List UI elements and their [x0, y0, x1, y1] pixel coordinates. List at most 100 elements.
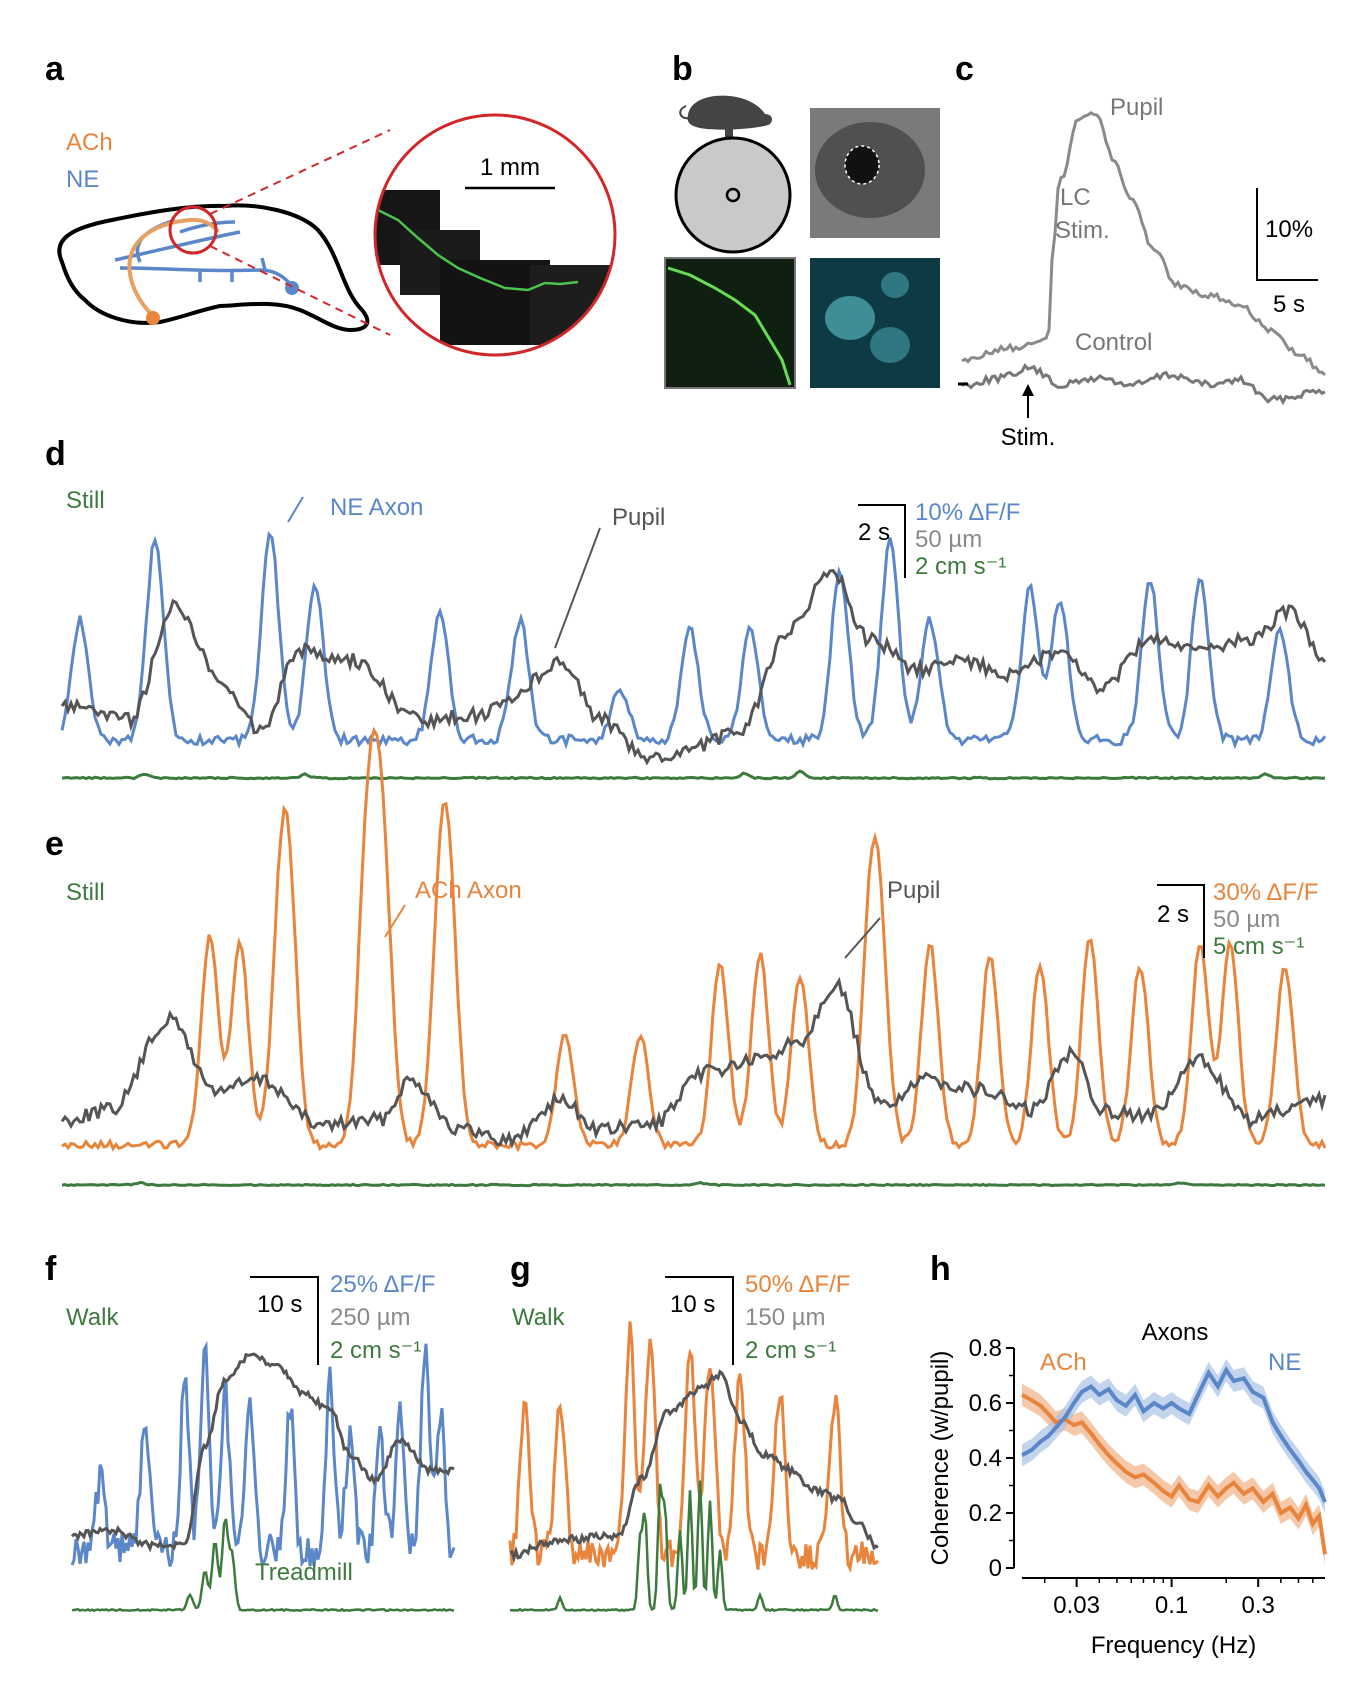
c-lc-label-2: Stim. — [1055, 217, 1110, 244]
c-scale-bar — [1256, 188, 1318, 281]
h-y-axis-label: Coherence (w/pupil) — [927, 1351, 954, 1566]
h-y-tick-label: 0.6 — [969, 1390, 1002, 1417]
e-scale-speed: 5 cm s⁻¹ — [1213, 933, 1304, 960]
f-scale-bar — [250, 1276, 319, 1365]
c-lc-label: LC — [1060, 184, 1091, 211]
cell-2 — [870, 327, 910, 363]
h-title: Axons — [1142, 1319, 1209, 1346]
e-state-label: Still — [66, 879, 105, 906]
panel-g: Walk 10 s 50% ΔF/F 150 µm 2 cm s⁻¹ — [508, 1271, 880, 1613]
zoom-ring-large — [373, 113, 617, 357]
panel-e: Still ACh Axon Pupil 2 s 30% ΔF/F 50 µm … — [60, 726, 1327, 1188]
e-pupil-trace — [60, 976, 1327, 1149]
h-ach-line — [1021, 1393, 1327, 1555]
d-scale-pupil: 50 µm — [915, 526, 982, 553]
e-treadmill-trace — [61, 1180, 1326, 1188]
zoom-line-bottom — [209, 245, 391, 336]
g-scale-time: 10 s — [670, 1291, 715, 1318]
g-scale-pupil: 150 µm — [745, 1304, 826, 1331]
panel-a: ACh NE 1 mm — [57, 113, 617, 357]
mouse-tail — [679, 105, 691, 120]
h-x-tick-label: 0.03 — [1053, 1592, 1100, 1619]
d-pupil-trace — [60, 569, 1327, 766]
ne-pathway — [114, 218, 297, 292]
d-pupil-label: Pupil — [612, 504, 665, 531]
d-scale-time: 2 s — [858, 519, 890, 546]
c-scale-x: 5 s — [1273, 291, 1305, 318]
h-legend-ne: NE — [1268, 1349, 1301, 1376]
h-y-tick-label: 0.4 — [969, 1445, 1002, 1472]
f-pupil-trace — [70, 1352, 455, 1553]
e-scale-f: 30% ΔF/F — [1213, 879, 1318, 906]
h-ne-confidence-band — [1022, 1359, 1325, 1513]
d-ne-leader — [287, 496, 304, 523]
panel-c: Pupil LC Stim. Control Stim. 10% 5 s — [958, 94, 1327, 451]
panel-label-d: d — [45, 435, 66, 473]
mouse-post — [725, 128, 733, 140]
e-ach-axon-trace — [61, 726, 1327, 1153]
lc-stim-pupil-trace — [961, 111, 1327, 377]
panel-label-f: f — [45, 1250, 57, 1288]
h-x-tick-label: 0.1 — [1155, 1592, 1188, 1619]
brain-outline — [57, 203, 370, 333]
panel-b — [664, 95, 940, 389]
d-state-label: Still — [66, 487, 105, 514]
panel-label-e: e — [45, 825, 64, 863]
wheel-axle — [725, 187, 741, 203]
f-treadmill-label: Treadmill — [255, 1559, 353, 1586]
d-ne-axon-label: NE Axon — [330, 494, 423, 521]
treadmill-wheel — [674, 136, 792, 254]
zoom-ring-small — [168, 205, 218, 255]
stim-arrowhead — [1022, 384, 1034, 396]
scale-bar-label: 1 mm — [480, 154, 540, 181]
g-treadmill-trace — [509, 1480, 879, 1613]
two-photon-image — [375, 190, 615, 345]
f-state-label: Walk — [66, 1304, 119, 1331]
cell-3 — [881, 272, 909, 298]
f-scale-time: 10 s — [257, 1291, 302, 1318]
basal-forebrain — [146, 311, 160, 325]
panel-label-b: b — [672, 50, 693, 88]
ach-pathway — [127, 217, 220, 317]
axon-photo-trace — [667, 266, 792, 386]
e-ach-axon-label: ACh Axon — [415, 877, 522, 904]
c-control-label: Control — [1075, 329, 1152, 356]
d-scale-bar — [858, 504, 906, 578]
pupil-outline — [844, 145, 880, 185]
e-ach-leader — [384, 904, 406, 938]
zoom-line-top — [209, 129, 391, 215]
h-ne-line — [1021, 1366, 1327, 1503]
g-ach-axon-trace — [508, 1321, 880, 1573]
f-scale-speed: 2 cm s⁻¹ — [330, 1337, 421, 1364]
panel-h-chart: Axons ACh NE 0 0.2 0.4 0.6 0.8 0.03 0.1 0.3 Freq… — [927, 1319, 1327, 1659]
g-scale-f: 50% ΔF/F — [745, 1271, 850, 1298]
f-scale-pupil: 250 µm — [330, 1304, 411, 1331]
f-treadmill-trace — [71, 1518, 455, 1613]
g-scale-bar — [665, 1276, 734, 1365]
g-scale-speed: 2 cm s⁻¹ — [745, 1337, 836, 1364]
legend-ach: ACh — [66, 129, 113, 156]
h-y-tick-label: 0.8 — [969, 1335, 1002, 1362]
cell-1 — [825, 296, 875, 340]
d-treadmill-trace — [61, 769, 1326, 781]
h-y-tick-label: 0 — [989, 1555, 1002, 1582]
control-pupil-trace — [961, 363, 1326, 406]
axon-trace — [377, 208, 579, 292]
e-scale-time: 2 s — [1157, 901, 1189, 928]
h-x-axis-label: Frequency (Hz) — [1091, 1632, 1256, 1659]
d-pupil-leader — [554, 527, 601, 649]
e-scale-pupil: 50 µm — [1213, 906, 1280, 933]
f-scale-f: 25% ΔF/F — [330, 1271, 435, 1298]
d-scale-f: 10% ΔF/F — [915, 499, 1020, 526]
mouse-icon — [687, 95, 773, 130]
panel-label-a: a — [45, 50, 65, 88]
panel-d: Still NE Axon Pupil 2 s 10% ΔF/F 50 µm 2… — [60, 487, 1327, 781]
c-scale-y: 10% — [1265, 216, 1313, 243]
panel-label-g: g — [510, 1250, 531, 1288]
axon-photo — [664, 257, 796, 389]
g-pupil-trace — [509, 1369, 879, 1564]
h-x-tick-label: 0.3 — [1242, 1592, 1275, 1619]
panel-label-h: h — [930, 1250, 951, 1288]
legend-ne: NE — [66, 166, 99, 193]
